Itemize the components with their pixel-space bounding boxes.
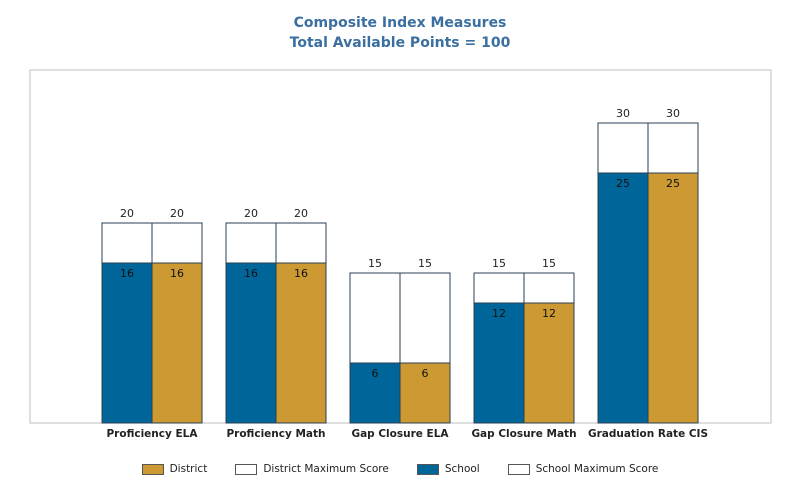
bar-school xyxy=(225,262,277,424)
x-tick-label: Gap Closure Math xyxy=(471,428,576,440)
x-tick-label: Proficiency ELA xyxy=(106,428,198,440)
bar-school xyxy=(349,362,401,424)
data-label-district: 12 xyxy=(542,307,556,320)
data-label-school: 12 xyxy=(492,307,506,320)
legend-item-district: District xyxy=(141,463,208,475)
legend: District District Maximum Score School S… xyxy=(0,463,800,475)
x-tick-label: Proficiency Math xyxy=(226,428,325,440)
bar-district xyxy=(151,262,203,424)
legend-label-district-max: District Maximum Score xyxy=(263,463,389,475)
data-label-school-max: 20 xyxy=(120,207,134,220)
data-label-district-max: 15 xyxy=(418,257,432,270)
legend-item-school-max: School Maximum Score xyxy=(507,463,659,475)
legend-label-district: District xyxy=(169,463,208,475)
data-label-school-max: 15 xyxy=(368,257,382,270)
data-label-school: 25 xyxy=(616,177,630,190)
data-label-district-max: 30 xyxy=(666,107,680,120)
data-label-district-max: 15 xyxy=(542,257,556,270)
legend-item-school: School xyxy=(416,463,480,475)
bar-district xyxy=(399,362,451,424)
chart-plot: 20 16 20 16 Proficiency ELA 20 16 20 16 Proficien… xyxy=(29,69,772,440)
bar-district xyxy=(523,302,575,424)
data-label-school: 16 xyxy=(244,267,258,280)
bar-school xyxy=(101,262,153,424)
data-label-district-max: 20 xyxy=(170,207,184,220)
legend-item-district-max: District Maximum Score xyxy=(235,463,389,475)
legend-swatch-school-max xyxy=(507,463,530,475)
data-label-school-max: 20 xyxy=(244,207,258,220)
data-label-district: 25 xyxy=(666,177,680,190)
legend-label-school: School xyxy=(444,463,480,475)
x-tick-label: Gap Closure ELA xyxy=(351,428,449,440)
bar-district xyxy=(275,262,327,424)
data-label-school: 6 xyxy=(372,367,379,380)
bar-district xyxy=(647,172,699,424)
data-label-school-max: 15 xyxy=(492,257,506,270)
data-label-district: 6 xyxy=(422,367,429,380)
x-tick-label: Graduation Rate CIS xyxy=(588,428,708,440)
data-label-district-max: 20 xyxy=(294,207,308,220)
legend-label-school-max: School Maximum Score xyxy=(535,463,659,475)
data-label-school: 16 xyxy=(120,267,134,280)
bar-school xyxy=(473,302,525,424)
chart-title: Composite Index Measures xyxy=(293,15,507,31)
legend-swatch-district xyxy=(141,463,164,475)
data-label-district: 16 xyxy=(294,267,308,280)
data-label-school-max: 30 xyxy=(616,107,630,120)
data-label-district: 16 xyxy=(170,267,184,280)
legend-swatch-school xyxy=(416,463,439,475)
chart-subtitle: Total Available Points = 100 xyxy=(289,35,511,51)
legend-swatch-district-max xyxy=(235,463,258,475)
bar-school xyxy=(597,172,649,424)
